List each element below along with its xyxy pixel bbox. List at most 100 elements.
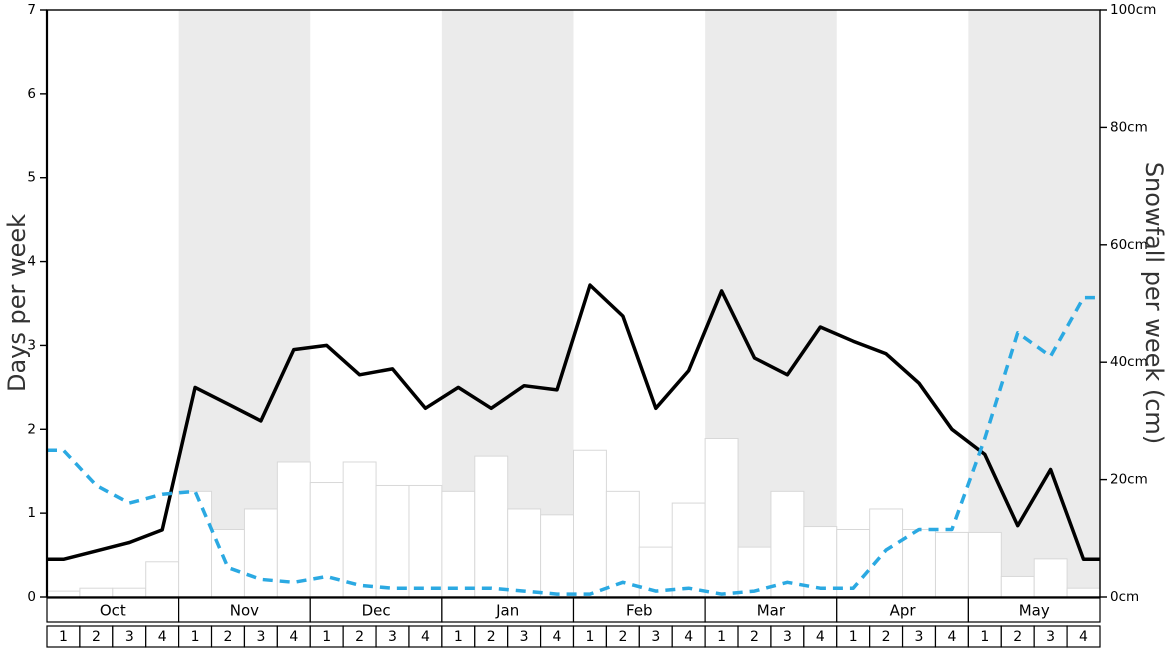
week-label: 4 <box>158 629 167 645</box>
right-tick-label: 60cm <box>1110 237 1148 253</box>
left-tick-label: 7 <box>27 2 36 18</box>
week-label: 1 <box>322 629 331 645</box>
right-ticks: 0cm 20cm 40cm 60cm 80cm 100cm <box>1100 2 1156 605</box>
week-label: 1 <box>980 629 989 645</box>
week-label: 4 <box>421 629 430 645</box>
week-label: 1 <box>454 629 463 645</box>
month-label: Mar <box>757 602 786 620</box>
days-per-week-line <box>47 283 1100 562</box>
snowfall-bar <box>1000 575 1035 598</box>
week-label: 2 <box>1013 629 1022 645</box>
left-tick-label: 0 <box>27 589 36 605</box>
left-axis-label: Days per week <box>3 214 31 392</box>
left-tick-label: 6 <box>27 86 36 102</box>
snowfall-bar <box>375 484 410 598</box>
week-label: 1 <box>59 629 68 645</box>
week-label: 4 <box>553 629 562 645</box>
month-cell-dec <box>309 597 443 623</box>
snowfall-bar <box>869 508 904 598</box>
month-label: Apr <box>890 602 917 620</box>
month-cell-may <box>967 597 1101 623</box>
week-label: 1 <box>586 629 595 645</box>
month-label: Dec <box>362 602 391 620</box>
snowfall-bar <box>408 484 443 598</box>
week-label: 4 <box>684 629 693 645</box>
week-label: 1 <box>849 629 858 645</box>
week-label: 4 <box>1079 629 1088 645</box>
week-label: 4 <box>289 629 298 645</box>
left-tick-label: 1 <box>27 505 36 521</box>
week-label: 2 <box>618 629 627 645</box>
snowfall-bar <box>902 529 936 598</box>
week-label: 3 <box>783 629 792 645</box>
week-row: 1 2 3 4 1 2 3 4 1 2 3 4 1 2 3 4 1 2 3 4 1 2 3 4 1 2 3 4 1 2 3 4 <box>46 625 1101 648</box>
month-cell-jan <box>441 597 575 623</box>
left-ticks: 0 1 2 3 4 5 6 7 <box>27 2 47 605</box>
week-label: 3 <box>125 629 134 645</box>
right-tick-label: 40cm <box>1110 354 1148 370</box>
week-label: 3 <box>388 629 397 645</box>
snowfall-bar <box>605 490 640 598</box>
week-label: 3 <box>256 629 265 645</box>
week-label: 3 <box>1046 629 1055 645</box>
snowfall-bar <box>704 438 739 598</box>
month-label: May <box>1019 602 1050 620</box>
week-label: 2 <box>92 629 101 645</box>
snowfall-bar <box>836 529 871 598</box>
frame-layer <box>45 9 1101 598</box>
snowfall-bar <box>474 455 509 598</box>
week-label: 2 <box>882 629 891 645</box>
right-tick-label: 0cm <box>1110 589 1139 605</box>
right-tick-label: 100cm <box>1110 2 1156 18</box>
right-tick-label: 20cm <box>1110 472 1148 488</box>
series-layer <box>47 283 1100 596</box>
snowfall-bar <box>1033 558 1068 598</box>
snowfall-bar <box>737 546 772 598</box>
week-label: 1 <box>717 629 726 645</box>
month-label: Oct <box>100 602 126 620</box>
week-label: 2 <box>750 629 759 645</box>
bands-layer <box>178 10 1100 597</box>
week-label: 3 <box>915 629 924 645</box>
snowfall-bar <box>342 461 377 598</box>
snowfall-per-week-cm-line <box>47 295 1100 596</box>
snowfall-bar <box>803 526 838 598</box>
week-label: 3 <box>520 629 529 645</box>
month-label: Feb <box>626 602 653 620</box>
week-label: 3 <box>651 629 660 645</box>
month-row: Oct Nov Dec Jan Feb Mar Apr May <box>46 597 1101 623</box>
month-cell-apr <box>836 597 969 623</box>
snowfall-bar <box>178 490 213 598</box>
snowfall-bar <box>671 502 706 598</box>
left-tick-label: 3 <box>27 337 36 353</box>
month-cell-mar <box>704 597 838 623</box>
left-tick-label: 4 <box>27 254 36 270</box>
week-label: 2 <box>224 629 233 645</box>
week-label: 2 <box>355 629 364 645</box>
left-tick-label: 5 <box>27 170 36 186</box>
left-tick-label: 2 <box>27 421 36 437</box>
snowfall-bar <box>79 587 114 598</box>
snowfall-bar <box>1066 587 1101 598</box>
right-tick-label: 80cm <box>1110 119 1148 135</box>
snowfall-bar <box>112 587 147 598</box>
snowfall-bar <box>243 508 278 598</box>
week-label: 1 <box>191 629 200 645</box>
snowfall-bar <box>441 490 476 598</box>
snowfall-bar <box>934 531 969 598</box>
snowfall-bar <box>540 514 575 598</box>
snowfall-bar <box>145 561 180 598</box>
snowfall-bar <box>276 461 311 598</box>
snowfall-bar <box>46 590 81 598</box>
week-cell <box>1066 625 1101 648</box>
week-label: 4 <box>816 629 825 645</box>
snowfall-bar <box>573 449 607 598</box>
month-label: Jan <box>495 602 519 620</box>
snowfall-bar <box>967 531 1002 598</box>
week-label: 2 <box>487 629 496 645</box>
month-label: Nov <box>230 602 259 620</box>
week-label: 4 <box>947 629 956 645</box>
month-cell-feb <box>572 597 706 623</box>
